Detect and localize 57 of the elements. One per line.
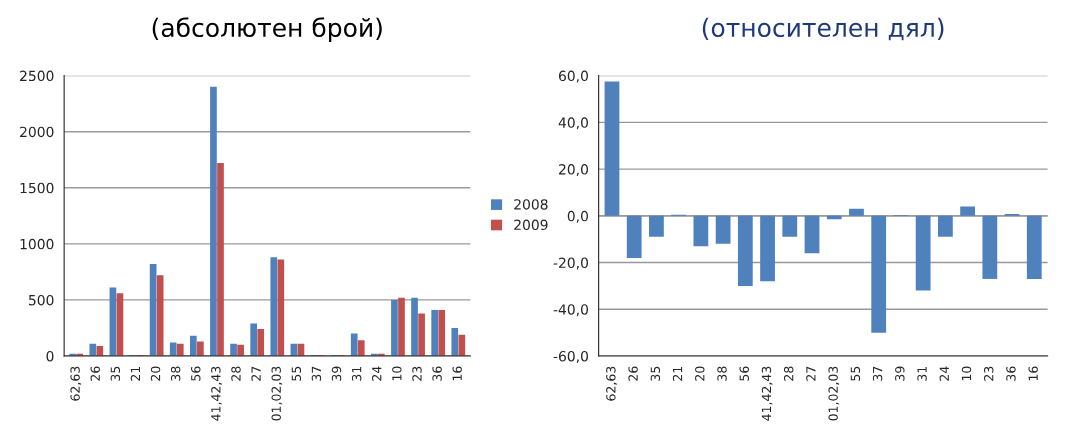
x-tick-label: 55 <box>850 366 861 381</box>
x-tick-label: 20 <box>150 366 161 381</box>
x-tick-label: 37 <box>311 366 322 381</box>
x-tick-label: 23 <box>984 366 994 381</box>
x-tick-label: 55 <box>291 366 302 381</box>
legend-label: 2009 <box>514 219 548 231</box>
x-tick-label: 27 <box>251 366 261 381</box>
x-tick-label: 31 <box>917 366 927 381</box>
y-tick-label: -60,0 <box>553 350 588 363</box>
x-tick-label: 56 <box>191 366 201 381</box>
x-tick-label: 38 <box>170 366 181 381</box>
y-tick-label: 1000 <box>20 238 54 250</box>
x-tick-label: 41,42,43 <box>211 366 222 421</box>
chart-title: (относителен дял) <box>702 17 944 41</box>
legend-label: 2008 <box>514 199 548 210</box>
y-tick-label: 500 <box>28 294 54 306</box>
x-tick-label: 36 <box>432 366 442 381</box>
chart-title: (абсолютен брой) <box>152 17 382 42</box>
x-tick-label: 01,02,03 <box>828 366 840 421</box>
x-tick-label: 26 <box>628 366 638 381</box>
x-tick-label: 28 <box>231 366 241 381</box>
x-tick-label: 10 <box>961 366 972 381</box>
x-tick-label: 38 <box>717 366 727 381</box>
x-tick-label: 16 <box>452 366 462 381</box>
x-tick-label: 24 <box>372 366 382 381</box>
y-tick-label: 0 <box>46 350 54 362</box>
x-tick-label: 10 <box>392 366 402 381</box>
x-tick-label: 56 <box>739 366 749 381</box>
y-tick-label: 2500 <box>20 70 54 82</box>
x-tick-label: 23 <box>412 366 422 381</box>
y-tick-label: 20,0 <box>559 164 588 176</box>
y-tick-label: 2000 <box>20 126 54 138</box>
y-tick-label: -40,0 <box>553 304 588 317</box>
y-tick-label: 40,0 <box>558 117 588 130</box>
x-tick-label: 28 <box>783 366 794 381</box>
y-tick-label: -20,0 <box>553 257 588 270</box>
x-tick-label: 20 <box>695 366 705 381</box>
x-tick-label: 35 <box>650 366 661 381</box>
y-tick-label: 60,0 <box>558 70 588 83</box>
x-tick-label: 31 <box>351 366 362 381</box>
x-tick-label: 36 <box>1006 366 1016 381</box>
x-tick-label: 35 <box>110 366 121 381</box>
x-tick-label: 41,42,43 <box>761 366 773 421</box>
x-tick-label: 39 <box>895 366 905 381</box>
x-tick-label: 62,63 <box>606 366 617 401</box>
y-tick-label: 0,0 <box>567 210 588 223</box>
x-tick-label: 62,63 <box>70 366 82 401</box>
x-tick-label: 26 <box>90 366 100 381</box>
x-tick-label: 37 <box>872 366 883 381</box>
x-tick-label: 24 <box>939 366 949 381</box>
x-tick-label: 27 <box>806 366 816 381</box>
x-tick-label: 01,02,03 <box>271 366 283 421</box>
x-tick-label: 21 <box>130 366 140 381</box>
x-tick-label: 21 <box>672 366 683 381</box>
x-tick-label: 16 <box>1028 366 1038 381</box>
y-tick-label: 1500 <box>20 182 54 194</box>
x-tick-label: 39 <box>331 366 342 381</box>
